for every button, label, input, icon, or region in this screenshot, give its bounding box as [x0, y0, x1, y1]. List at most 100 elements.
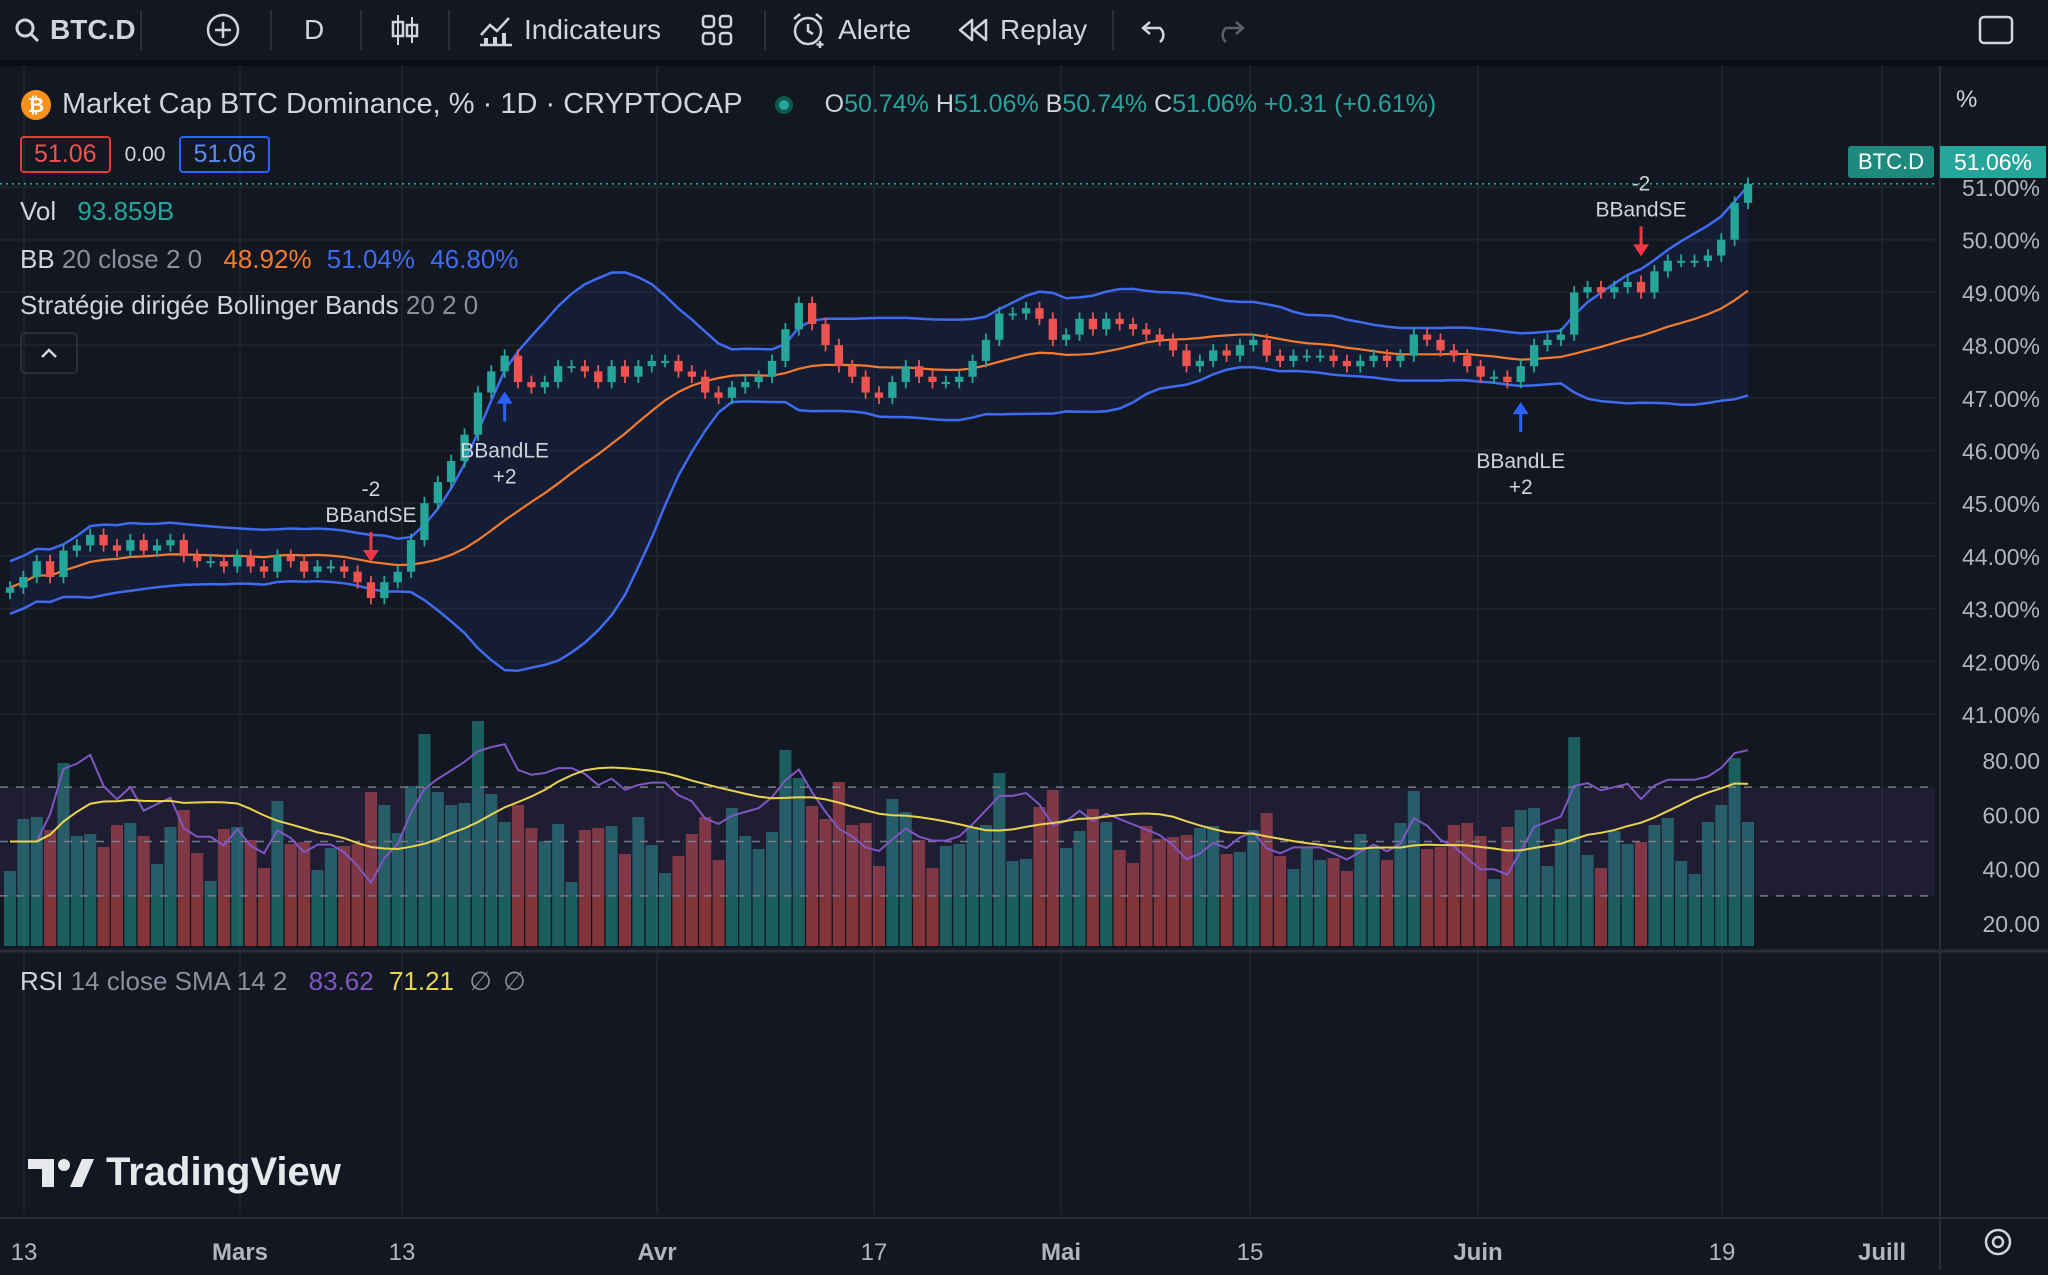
volume-bar — [1715, 805, 1728, 946]
candle-body — [1543, 339, 1552, 346]
candle-body — [1088, 318, 1098, 330]
candle-body — [634, 366, 643, 377]
candle-body — [701, 376, 710, 393]
candle-body — [1262, 339, 1271, 356]
collapse-legend-button[interactable] — [20, 332, 78, 374]
close-value: 51.06% — [1172, 90, 1257, 118]
volume-bar — [1180, 835, 1193, 946]
volume-bar — [792, 778, 805, 946]
rsi-tick-label: 80.00 — [1982, 748, 2040, 774]
candle-body — [1316, 355, 1325, 358]
volume-bar — [3, 871, 17, 946]
chevron-up-icon — [41, 348, 57, 358]
rsi-legend[interactable]: RSI 14 close SMA 14 2 83.62 71.21 ∅ ∅ — [20, 966, 526, 997]
bb-upper-value: 51.04% — [326, 244, 415, 274]
market-status-dot — [774, 95, 793, 114]
volume-bar — [1100, 822, 1113, 946]
candle-body — [607, 366, 616, 382]
layouts-button[interactable] — [700, 0, 734, 60]
volume-bar — [70, 836, 83, 946]
candle-body — [794, 302, 803, 330]
volume-bar — [766, 832, 779, 946]
candle-body — [1570, 292, 1579, 335]
volume-bar — [244, 840, 257, 946]
compare-symbol-button[interactable] — [205, 0, 241, 60]
volume-bar — [1193, 828, 1206, 946]
volume-bar — [578, 830, 591, 946]
volume-bar — [872, 866, 886, 946]
candle-body — [553, 366, 563, 382]
rsi-tick-label: 40.00 — [1982, 857, 2040, 883]
volume-bar — [110, 825, 123, 946]
candle-body — [714, 392, 723, 398]
tradingview-logo-icon — [28, 1158, 94, 1187]
interval-label: D — [304, 14, 325, 45]
interval-button[interactable]: D — [304, 0, 324, 60]
volume-bar — [1274, 856, 1287, 946]
volume-bar — [284, 844, 297, 946]
toolbar-divider — [140, 10, 142, 50]
volume-bar — [1608, 831, 1621, 946]
replay-label: Replay — [1000, 14, 1088, 45]
candle-body — [59, 550, 68, 577]
price-tick-label: 41.00% — [1962, 702, 2040, 728]
alert-button[interactable]: Alerte — [790, 0, 911, 60]
candle-body — [152, 545, 162, 551]
volume-legend[interactable]: Vol 93.859B — [20, 196, 174, 227]
volume-label: Vol — [20, 196, 57, 226]
replay-button[interactable]: Replay — [956, 0, 1087, 60]
candle-body — [166, 540, 175, 546]
volume-bar — [1153, 839, 1166, 946]
candle-body — [914, 366, 924, 377]
candle-body — [1329, 355, 1338, 361]
candle-body — [1529, 345, 1539, 367]
volume-bar — [1367, 847, 1380, 946]
bollinger-legend[interactable]: BB 20 close 2 0 48.92% 51.04% 46.80% — [20, 244, 518, 275]
candle-body — [540, 381, 549, 388]
volume-bar — [1167, 837, 1180, 946]
chart-area[interactable]: -2 BBandSE BBandLE +2 -2 BBandSE BBandLE +2 51.… — [0, 66, 2048, 1270]
price-tick-label: 47.00% — [1962, 386, 2040, 412]
candle-body — [1115, 318, 1124, 325]
chart-settings-button[interactable] — [1980, 1224, 2016, 1265]
candle-body — [473, 392, 483, 435]
candle-body — [1062, 334, 1071, 340]
candle-body — [86, 534, 95, 546]
undo-button[interactable] — [1140, 0, 1174, 60]
bb-basis-line — [9, 289, 1749, 589]
candle-body — [1356, 360, 1365, 367]
candle-body — [1516, 366, 1525, 382]
candle-body — [1222, 350, 1231, 356]
candle-body — [968, 360, 977, 377]
candle-body — [420, 503, 429, 541]
volume-bar — [1073, 831, 1086, 946]
strategy-legend[interactable]: Stratégie dirigée Bollinger Bands 20 2 0 — [20, 290, 478, 321]
signal-qty-label: -2 — [1632, 172, 1651, 195]
symbol-search[interactable]: BTC.D — [14, 0, 136, 60]
candle-body — [1075, 318, 1084, 335]
search-icon — [15, 18, 40, 43]
indicators-button[interactable]: Indicateurs — [478, 0, 661, 60]
volume-bar — [979, 825, 992, 946]
volume-bar — [1421, 849, 1434, 946]
candle-body — [808, 302, 817, 325]
sell-button[interactable]: 51.06 — [20, 136, 111, 173]
candle-body — [981, 339, 991, 361]
candle-body — [1610, 287, 1619, 293]
candle-body — [1730, 202, 1739, 240]
buy-button[interactable]: 51.06 — [179, 136, 270, 173]
fullscreen-button[interactable] — [1978, 0, 2014, 60]
candle-body — [1463, 355, 1472, 367]
volume-bar — [712, 860, 725, 946]
volume-bar — [1728, 758, 1741, 946]
candle-body — [286, 555, 295, 562]
redo-button[interactable] — [1212, 0, 1246, 60]
candle-body — [1436, 339, 1445, 351]
chart-type-button[interactable] — [390, 0, 420, 60]
candle-body — [741, 381, 750, 388]
rsi-tick-label: 20.00 — [1982, 911, 2040, 937]
candle-body — [460, 434, 469, 462]
candle-body — [112, 545, 122, 551]
fullscreen-icon — [1978, 15, 2014, 45]
chart-canvas: -2 BBandSE BBandLE +2 -2 BBandSE BBandLE +2 51.… — [0, 66, 2048, 1270]
